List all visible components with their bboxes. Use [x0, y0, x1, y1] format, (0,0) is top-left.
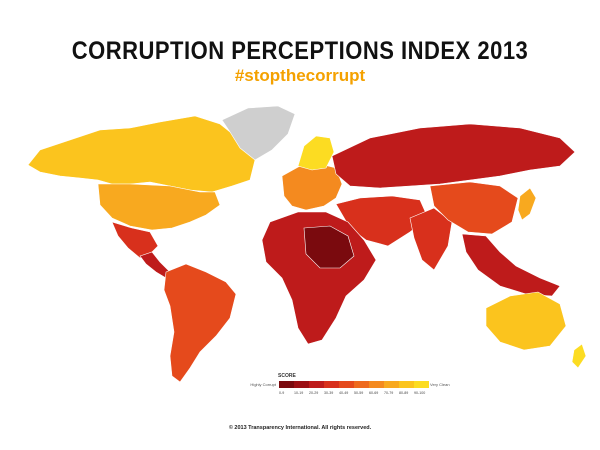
legend-swatch	[324, 381, 339, 388]
region-greenland	[221, 105, 296, 161]
legend-tick-label: 10-19	[294, 391, 304, 395]
legend-color-scale	[279, 381, 429, 388]
legend-tick-label: 40-49	[339, 391, 349, 395]
legend-swatch	[369, 381, 384, 388]
legend-title: SCORE	[278, 373, 296, 379]
region-japan	[517, 187, 537, 221]
region-scandinavia	[297, 135, 335, 171]
region-new-zealand	[571, 343, 587, 369]
legend-swatch	[399, 381, 414, 388]
copyright-notice: © 2013 Transparency International. All r…	[228, 425, 372, 431]
legend-tick-label: 20-29	[309, 391, 319, 395]
legend-tick-label: 0-9	[279, 391, 285, 395]
region-alaska-canada	[27, 115, 256, 193]
legend-tick-label: 60-69	[369, 391, 379, 395]
region-africa-core	[303, 225, 355, 269]
legend-swatch	[339, 381, 354, 388]
region-australia	[485, 291, 567, 351]
legend-tick-label: 30-39	[324, 391, 334, 395]
legend-swatch	[384, 381, 399, 388]
region-southeast-asia	[461, 233, 561, 297]
legend-tick-label: 80-89	[399, 391, 409, 395]
legend-low-label: Highly Corrupt	[250, 382, 276, 387]
legend-swatch	[294, 381, 309, 388]
region-europe	[281, 163, 343, 211]
legend-tick-label: 50-59	[354, 391, 364, 395]
legend-swatch	[309, 381, 324, 388]
legend-high-label: Very Clean	[430, 382, 450, 387]
legend-tick-label: 70-79	[384, 391, 394, 395]
region-south-asia	[409, 207, 453, 271]
legend-swatch	[414, 381, 429, 388]
hashtag-subtitle: #stopthecorrupt	[234, 66, 366, 85]
region-russia	[331, 123, 576, 189]
region-china	[429, 181, 519, 235]
legend-swatch	[279, 381, 294, 388]
legend-swatch	[354, 381, 369, 388]
legend-tick-labels: 0-9 10-19 20-29 30-39 40-49 50-59 60-69 70-79 80…	[279, 391, 429, 395]
legend-tick-label: 90-100	[414, 391, 426, 395]
page-title: CORRUPTION PERCEPTIONS INDEX 2013	[71, 36, 529, 65]
region-south-america	[163, 263, 237, 383]
region-usa	[97, 183, 221, 231]
